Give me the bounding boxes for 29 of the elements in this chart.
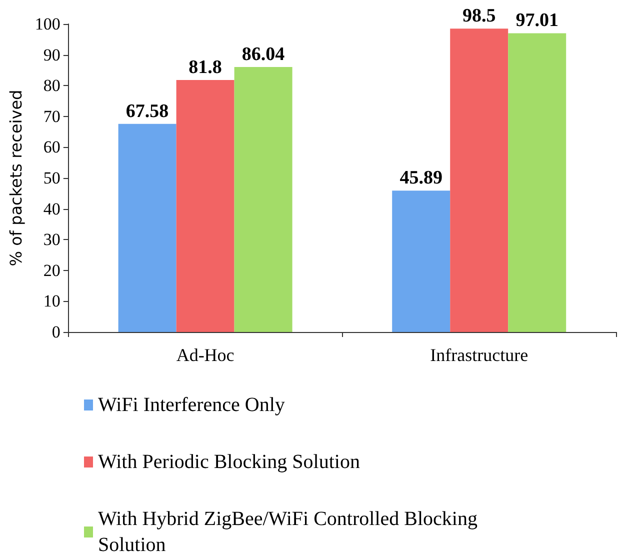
x-tick-label: Ad-Hoc: [176, 345, 234, 365]
data-label: 45.89: [400, 168, 442, 189]
bar: [392, 190, 450, 332]
bar: [118, 124, 176, 332]
bar: [176, 80, 234, 332]
data-label: 67.58: [126, 100, 169, 122]
legend-label: WiFi Interference Only: [98, 394, 285, 416]
y-tick-label: 50: [43, 168, 60, 188]
bar: [450, 28, 508, 332]
y-axis-title: % of packets received: [6, 90, 26, 266]
data-label: 86.04: [242, 44, 286, 65]
y-tick-label: 100: [34, 14, 60, 34]
legend-label: With Hybrid ZigBee/WiFi Controlled Blocking Solution: [98, 508, 482, 556]
y-tick-label: 90: [43, 45, 60, 64]
y-tick-label: 40: [43, 199, 60, 218]
y-tick-label: 0: [52, 322, 60, 342]
legend-label: With Periodic Blocking Solution: [98, 451, 360, 473]
data-label: 98.5: [462, 6, 496, 27]
y-tick-label: 80: [43, 76, 60, 96]
y-tick-label: 10: [43, 292, 60, 311]
x-tick-label: Infrastructure: [430, 345, 528, 365]
bar: [508, 33, 566, 332]
y-tick-label: 20: [43, 260, 60, 280]
y-tick-label: 60: [43, 138, 60, 157]
y-tick-label: 70: [43, 106, 60, 126]
bar: [234, 66, 292, 332]
y-tick-label: 30: [43, 230, 60, 250]
data-label: 97.01: [516, 10, 558, 32]
data-label: 81.8: [188, 57, 222, 78]
